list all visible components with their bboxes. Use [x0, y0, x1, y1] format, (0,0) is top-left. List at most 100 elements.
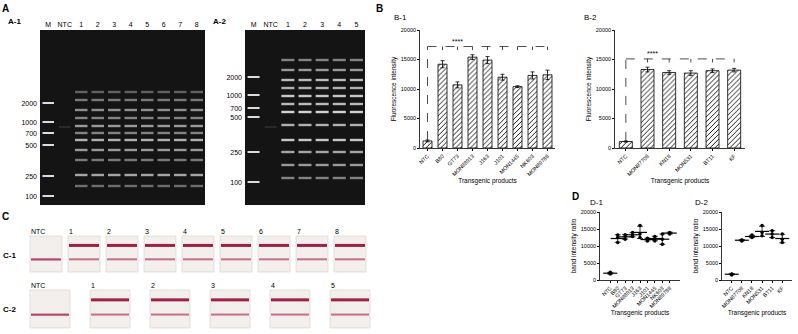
svg-text:3: 3 [211, 282, 215, 289]
svg-text:2000: 2000 [226, 74, 242, 81]
svg-text:4: 4 [183, 228, 187, 235]
svg-text:1: 1 [79, 21, 83, 28]
svg-text:250: 250 [230, 149, 242, 156]
svg-text:KN18: KN18 [741, 285, 755, 299]
svg-text:Transgenic products: Transgenic products [651, 177, 710, 185]
svg-text:A-1: A-1 [8, 17, 21, 26]
svg-text:****: **** [647, 50, 658, 57]
svg-text:15000: 15000 [581, 226, 596, 232]
svg-text:0: 0 [715, 277, 718, 283]
svg-text:8: 8 [335, 228, 339, 235]
svg-text:NTC: NTC [601, 285, 613, 297]
svg-text:15000: 15000 [401, 56, 416, 62]
svg-text:BT11: BT11 [702, 153, 715, 166]
svg-text:10000: 10000 [703, 243, 718, 249]
svg-text:Transgenic products: Transgenic products [458, 177, 517, 185]
svg-text:B-1: B-1 [394, 13, 407, 22]
svg-text:NTC: NTC [58, 21, 72, 28]
svg-text:20000: 20000 [581, 209, 596, 215]
svg-text:Fluorescence intensity: Fluorescence intensity [390, 56, 398, 121]
svg-text:J101: J101 [637, 285, 650, 298]
svg-text:100: 100 [230, 179, 242, 186]
svg-text:band intensity ratio: band intensity ratio [692, 218, 700, 273]
svg-text:5: 5 [221, 228, 225, 235]
svg-text:NK603: NK603 [649, 285, 665, 301]
svg-text:B80: B80 [609, 285, 620, 296]
svg-text:5000: 5000 [404, 115, 416, 121]
svg-text:NTC: NTC [418, 153, 430, 165]
svg-text:NTC: NTC [722, 285, 734, 297]
svg-text:100: 100 [25, 193, 37, 200]
svg-text:10000: 10000 [581, 243, 596, 249]
svg-text:NTC: NTC [31, 228, 45, 235]
svg-text:C-2: C-2 [3, 305, 16, 314]
svg-text:250: 250 [25, 173, 37, 180]
svg-text:20000: 20000 [401, 27, 416, 33]
svg-text:6: 6 [162, 21, 166, 28]
svg-text:GT73: GT73 [614, 285, 628, 299]
svg-text:0: 0 [413, 145, 416, 151]
svg-text:5: 5 [331, 282, 335, 289]
svg-text:MON88913: MON88913 [451, 153, 475, 177]
svg-text:KF: KF [728, 153, 738, 163]
svg-text:5000: 5000 [706, 260, 718, 266]
svg-text:B80: B80 [434, 153, 445, 164]
svg-text:MON89788: MON89788 [648, 285, 672, 309]
svg-text:5: 5 [145, 21, 149, 28]
svg-text:5000: 5000 [584, 260, 596, 266]
svg-text:NTC: NTC [264, 21, 278, 28]
svg-text:MON87708: MON87708 [626, 153, 650, 177]
svg-text:15000: 15000 [703, 226, 718, 232]
svg-text:GT73: GT73 [446, 153, 460, 167]
svg-text:J163: J163 [477, 153, 490, 166]
svg-text:D: D [572, 191, 579, 202]
svg-text:500: 500 [25, 142, 37, 149]
svg-text:700: 700 [230, 105, 242, 112]
svg-text:MON1445: MON1445 [498, 153, 520, 175]
svg-text:MON87708: MON87708 [720, 285, 744, 309]
svg-text:3: 3 [145, 228, 149, 235]
svg-text:KF: KF [776, 285, 786, 295]
svg-text:M: M [45, 21, 51, 28]
svg-text:500: 500 [230, 114, 242, 121]
svg-text:J163: J163 [630, 285, 643, 298]
svg-text:Fluorescence intensity: Fluorescence intensity [585, 56, 593, 121]
svg-text:MON531: MON531 [745, 285, 765, 305]
svg-text:MON89788: MON89788 [526, 153, 550, 177]
svg-text:2: 2 [107, 228, 111, 235]
svg-text:5: 5 [354, 21, 358, 28]
svg-text:MON1445: MON1445 [636, 285, 658, 307]
svg-text:NTC: NTC [616, 153, 628, 165]
svg-text:A-2: A-2 [213, 17, 226, 26]
svg-text:NK603: NK603 [519, 153, 535, 169]
svg-text:BT11: BT11 [762, 285, 775, 298]
svg-text:M: M [251, 21, 257, 28]
svg-text:8: 8 [195, 21, 199, 28]
svg-text:2: 2 [96, 21, 100, 28]
svg-text:20000: 20000 [703, 209, 718, 215]
svg-text:10000: 10000 [401, 86, 416, 92]
svg-text:7: 7 [178, 21, 182, 28]
svg-text:MON531: MON531 [674, 153, 694, 173]
svg-text:6: 6 [259, 228, 263, 235]
svg-text:****: **** [452, 38, 463, 45]
svg-text:J101: J101 [492, 153, 505, 166]
svg-text:2: 2 [303, 21, 307, 28]
svg-text:KN18: KN18 [658, 153, 672, 167]
svg-text:10000: 10000 [596, 86, 611, 92]
svg-text:D-1: D-1 [590, 198, 603, 207]
svg-text:NTC: NTC [31, 282, 45, 289]
svg-text:1000: 1000 [226, 92, 242, 99]
svg-text:3: 3 [320, 21, 324, 28]
svg-text:Transgenic products: Transgenic products [611, 309, 670, 317]
svg-text:B-2: B-2 [584, 13, 597, 22]
svg-text:1: 1 [286, 21, 290, 28]
svg-text:0: 0 [593, 277, 596, 283]
svg-text:C: C [2, 211, 9, 222]
svg-text:D-2: D-2 [695, 198, 708, 207]
svg-text:20000: 20000 [596, 27, 611, 33]
svg-text:B: B [376, 3, 383, 14]
svg-text:MON88913: MON88913 [611, 285, 635, 309]
svg-text:4: 4 [271, 282, 275, 289]
svg-text:700: 700 [25, 130, 37, 137]
